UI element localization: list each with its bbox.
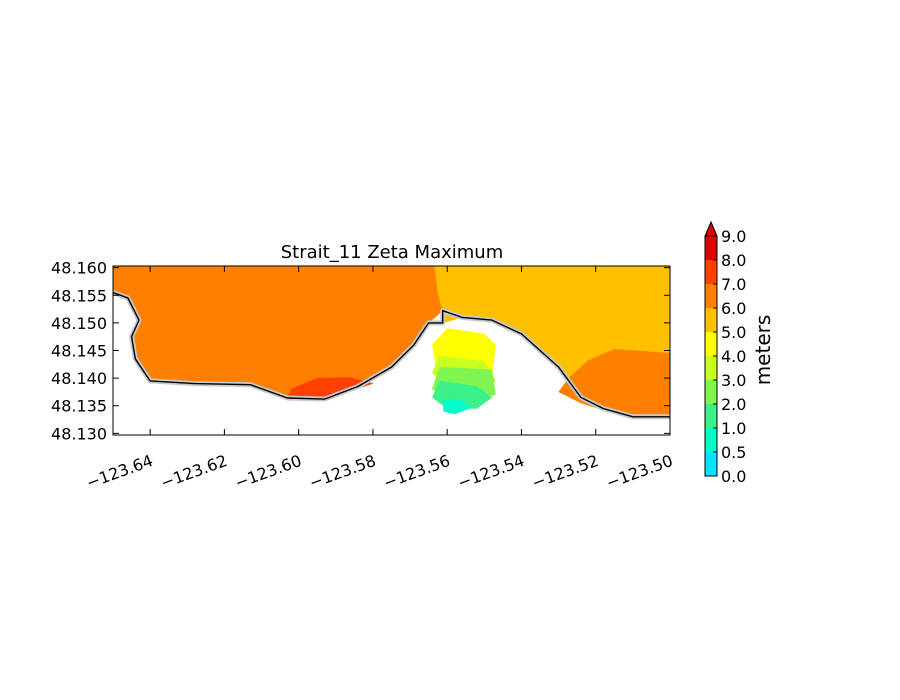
region-harbor-band-cyan xyxy=(443,398,470,415)
colorbar-tick-label: 7.0 xyxy=(721,275,746,294)
x-tick-label: −123.64 xyxy=(84,451,156,493)
chart-title: Strait_11 Zeta Maximum xyxy=(281,242,504,263)
colorbar: 0.0 0.5 1.0 2.0 3.0 4.0 5.0 6.0 7.0 8.0 9.0 xyxy=(704,220,746,486)
x-tick-label: −123.56 xyxy=(381,451,453,493)
coastline xyxy=(113,291,670,418)
colorbar-segment xyxy=(705,404,717,428)
colorbar-tick-label: 4.0 xyxy=(721,347,746,366)
colorbar-segment xyxy=(705,428,717,452)
colorbar-segment xyxy=(705,284,717,308)
colorbar-segment xyxy=(705,332,717,356)
colorbar-segment xyxy=(705,236,717,260)
colorbar-tick-label: 2.0 xyxy=(721,395,746,414)
colorbar-segment xyxy=(705,260,717,284)
colorbar-segment xyxy=(705,356,717,380)
colorbar-tick-label: 5.0 xyxy=(721,323,746,342)
x-tick-label: −123.58 xyxy=(307,451,379,493)
plot-area xyxy=(112,265,671,436)
colorbar-tick-label: 0.5 xyxy=(721,443,746,462)
y-tick-label: 48.135 xyxy=(51,397,107,416)
coastline-layer xyxy=(113,290,670,420)
colorbar-extend-arrow xyxy=(704,220,718,237)
colorbar-tick-label: 1.0 xyxy=(721,419,746,438)
colorbar-tick-label: 8.0 xyxy=(721,251,746,270)
x-tick-label: −123.52 xyxy=(529,451,601,493)
colorbar-segment xyxy=(705,308,717,332)
y-tick-label: 48.130 xyxy=(51,424,107,443)
y-tick-label: 48.155 xyxy=(51,286,107,305)
x-tick-label: −123.50 xyxy=(604,451,676,493)
x-tick-label: −123.54 xyxy=(455,451,527,493)
x-tick-label: −123.62 xyxy=(158,451,230,493)
colorbar-tick-label: 3.0 xyxy=(721,371,746,390)
colorbar-tick-label: 6.0 xyxy=(721,299,746,318)
colorbar-label: meters xyxy=(751,315,775,386)
y-tick-label: 48.145 xyxy=(51,342,107,361)
colorbar-segment xyxy=(705,452,717,476)
y-tick-label: 48.160 xyxy=(51,259,107,278)
colorbar-tick-label: 9.0 xyxy=(721,227,746,246)
y-axis: 48.130 48.135 48.140 48.145 48.150 48.155 48.1… xyxy=(51,259,670,443)
y-tick-label: 48.150 xyxy=(51,314,107,333)
x-tick-label: −123.60 xyxy=(232,451,304,493)
y-tick-label: 48.140 xyxy=(51,369,107,388)
contour-regions xyxy=(113,266,670,418)
colorbar-tick-label: 0.0 xyxy=(721,467,746,486)
colorbar-segment xyxy=(705,380,717,404)
